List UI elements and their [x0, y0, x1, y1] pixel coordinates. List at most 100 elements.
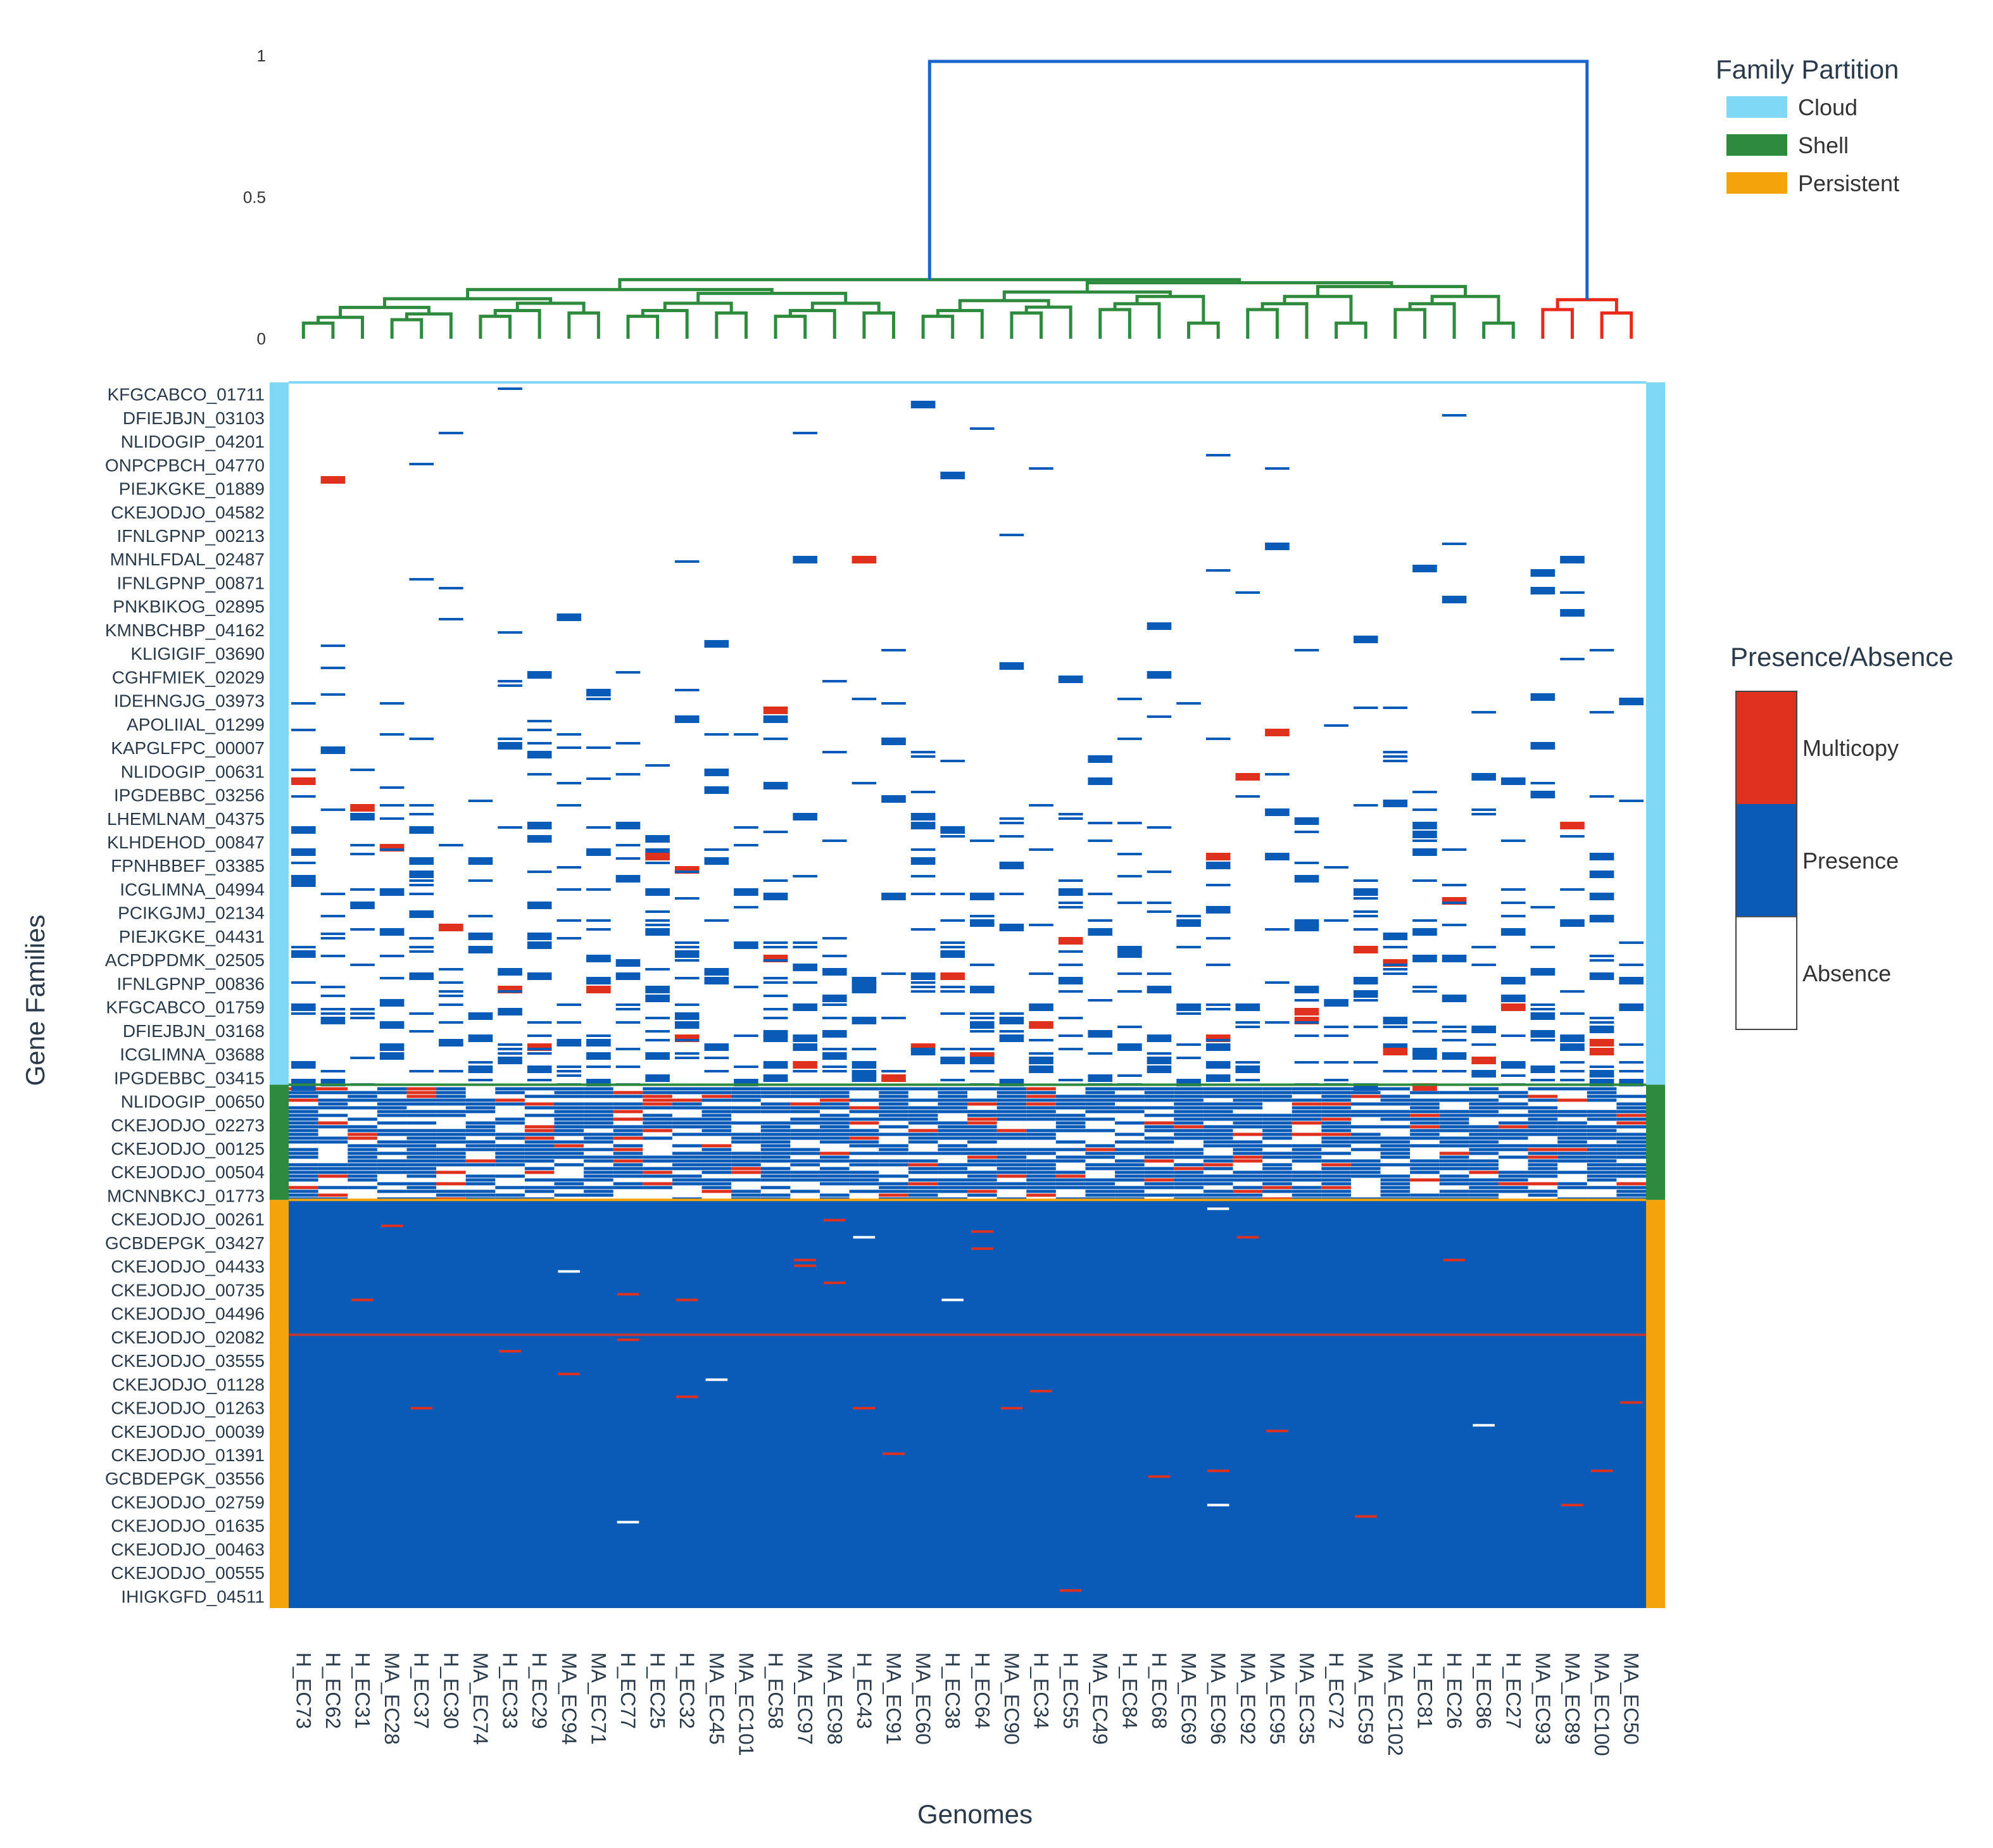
shell-cell [1055, 1114, 1086, 1117]
shell-cell [1085, 1186, 1116, 1190]
cloud-cell [409, 857, 434, 865]
cloud-cell [409, 463, 434, 465]
gene-family-label: CKEJODJO_02759 [111, 1492, 265, 1512]
shell-cell [524, 1136, 555, 1140]
cloud-cell [674, 1003, 700, 1006]
shell-cell [849, 1133, 879, 1136]
shell-cell [760, 1171, 791, 1174]
shell-cell [701, 1133, 732, 1136]
shell-cell [819, 1087, 850, 1091]
shell-cell [790, 1136, 820, 1140]
cloud-cell [409, 946, 434, 948]
shell-cell [1498, 1095, 1528, 1098]
shell-cell [938, 1182, 967, 1186]
persistent-multicopy-cell [380, 1224, 403, 1228]
gene-family-label: CKEJODJO_01635 [111, 1516, 265, 1536]
cloud-cell [468, 915, 493, 917]
shell-cell [879, 1117, 908, 1121]
shell-cell [731, 1155, 761, 1159]
cloud-cell [1530, 968, 1556, 976]
genome-label: MA_EC74 [469, 1652, 492, 1745]
genome-labels: H_EC73 H_EC62 H_EC31 MA_EC28 H_EC37 H_EC30 MA_… [292, 1652, 1642, 1756]
cloud-cell [1619, 1061, 1644, 1064]
shell-cell [1350, 1159, 1381, 1163]
cloud-cell [852, 698, 877, 700]
shell-cell [1085, 1152, 1116, 1155]
cloud-cell [586, 777, 611, 780]
shell-cell [1557, 1098, 1587, 1102]
cloud-cell [674, 959, 700, 962]
cloud-cell [586, 689, 611, 696]
shell-cell [760, 1133, 791, 1136]
cloud-cell [1117, 853, 1142, 855]
cloud-cell [999, 822, 1024, 824]
shell-cell [495, 1102, 525, 1106]
cloud-cell [1383, 755, 1408, 758]
shell-cell [1233, 1171, 1263, 1174]
shell-cell [819, 1140, 850, 1144]
partition-bar-left-shell [270, 1084, 289, 1200]
shell-cell [289, 1190, 318, 1193]
genome-label: H_EC73 [292, 1652, 315, 1729]
shell-cell [967, 1102, 997, 1106]
cloud-cell [320, 893, 346, 895]
shell-cell [1174, 1186, 1204, 1190]
cloud-cell [1589, 1039, 1614, 1047]
cloud-cell [1619, 1070, 1644, 1072]
cloud-cell [1500, 999, 1526, 1002]
cloud-cell [970, 1061, 995, 1064]
shell-cell [1144, 1159, 1174, 1163]
shell-cell [849, 1106, 879, 1110]
cloud-cell [1235, 1065, 1261, 1073]
cloud-cell [763, 738, 788, 740]
cloud-cell [1029, 1021, 1053, 1029]
genome-label: H_EC37 [410, 1652, 433, 1729]
shell-cell [1262, 1167, 1292, 1171]
shell-cell [1469, 1110, 1499, 1114]
shell-cell [377, 1140, 407, 1144]
cloud-cell [556, 782, 582, 784]
shell-cell [1410, 1159, 1440, 1163]
cloud-cell [1500, 928, 1526, 936]
shell-cell [1233, 1087, 1263, 1091]
cloud-cell [1324, 999, 1349, 1007]
shell-cell [1528, 1117, 1558, 1121]
persistent-multicopy-cell [351, 1298, 374, 1302]
shell-cell [701, 1091, 732, 1095]
shell-cell [1026, 1186, 1056, 1190]
cloud-cell [763, 941, 788, 944]
shell-cell [1410, 1171, 1440, 1174]
cloud-cell [291, 702, 316, 705]
cloud-cell [1117, 822, 1142, 824]
cloud-cell [999, 817, 1024, 820]
cloud-cell [1619, 1003, 1644, 1011]
cloud-cell [350, 853, 375, 855]
cloud-cell [320, 746, 346, 754]
shell-cell [1144, 1148, 1174, 1152]
dendrogram-branch [1430, 294, 1500, 324]
cloud-cell [763, 1079, 788, 1081]
genome-label: MA_EC91 [882, 1652, 905, 1745]
cloud-cell [999, 1030, 1024, 1033]
cloud-cell [350, 902, 375, 909]
shell-cell [1203, 1174, 1233, 1178]
shell-cell [1557, 1159, 1587, 1163]
shell-cell [731, 1106, 761, 1110]
cloud-cell [970, 427, 995, 430]
shell-cell [790, 1095, 820, 1098]
shell-cell [1439, 1125, 1469, 1129]
shell-cell [1557, 1114, 1587, 1117]
shell-cell [643, 1155, 672, 1159]
shell-cell [1292, 1148, 1322, 1152]
cloud-cell [1265, 1021, 1290, 1024]
shell-cell [495, 1163, 525, 1167]
cloud-cell [1176, 915, 1201, 917]
cloud-cell [1235, 795, 1261, 798]
cloud-cell [1029, 1039, 1053, 1041]
shell-cell [1026, 1178, 1056, 1182]
shell-cell [377, 1190, 407, 1193]
shell-cell [289, 1091, 318, 1095]
cloud-cell [1205, 906, 1231, 914]
cloud-cell [822, 1070, 847, 1072]
cloud-cell [910, 822, 936, 829]
